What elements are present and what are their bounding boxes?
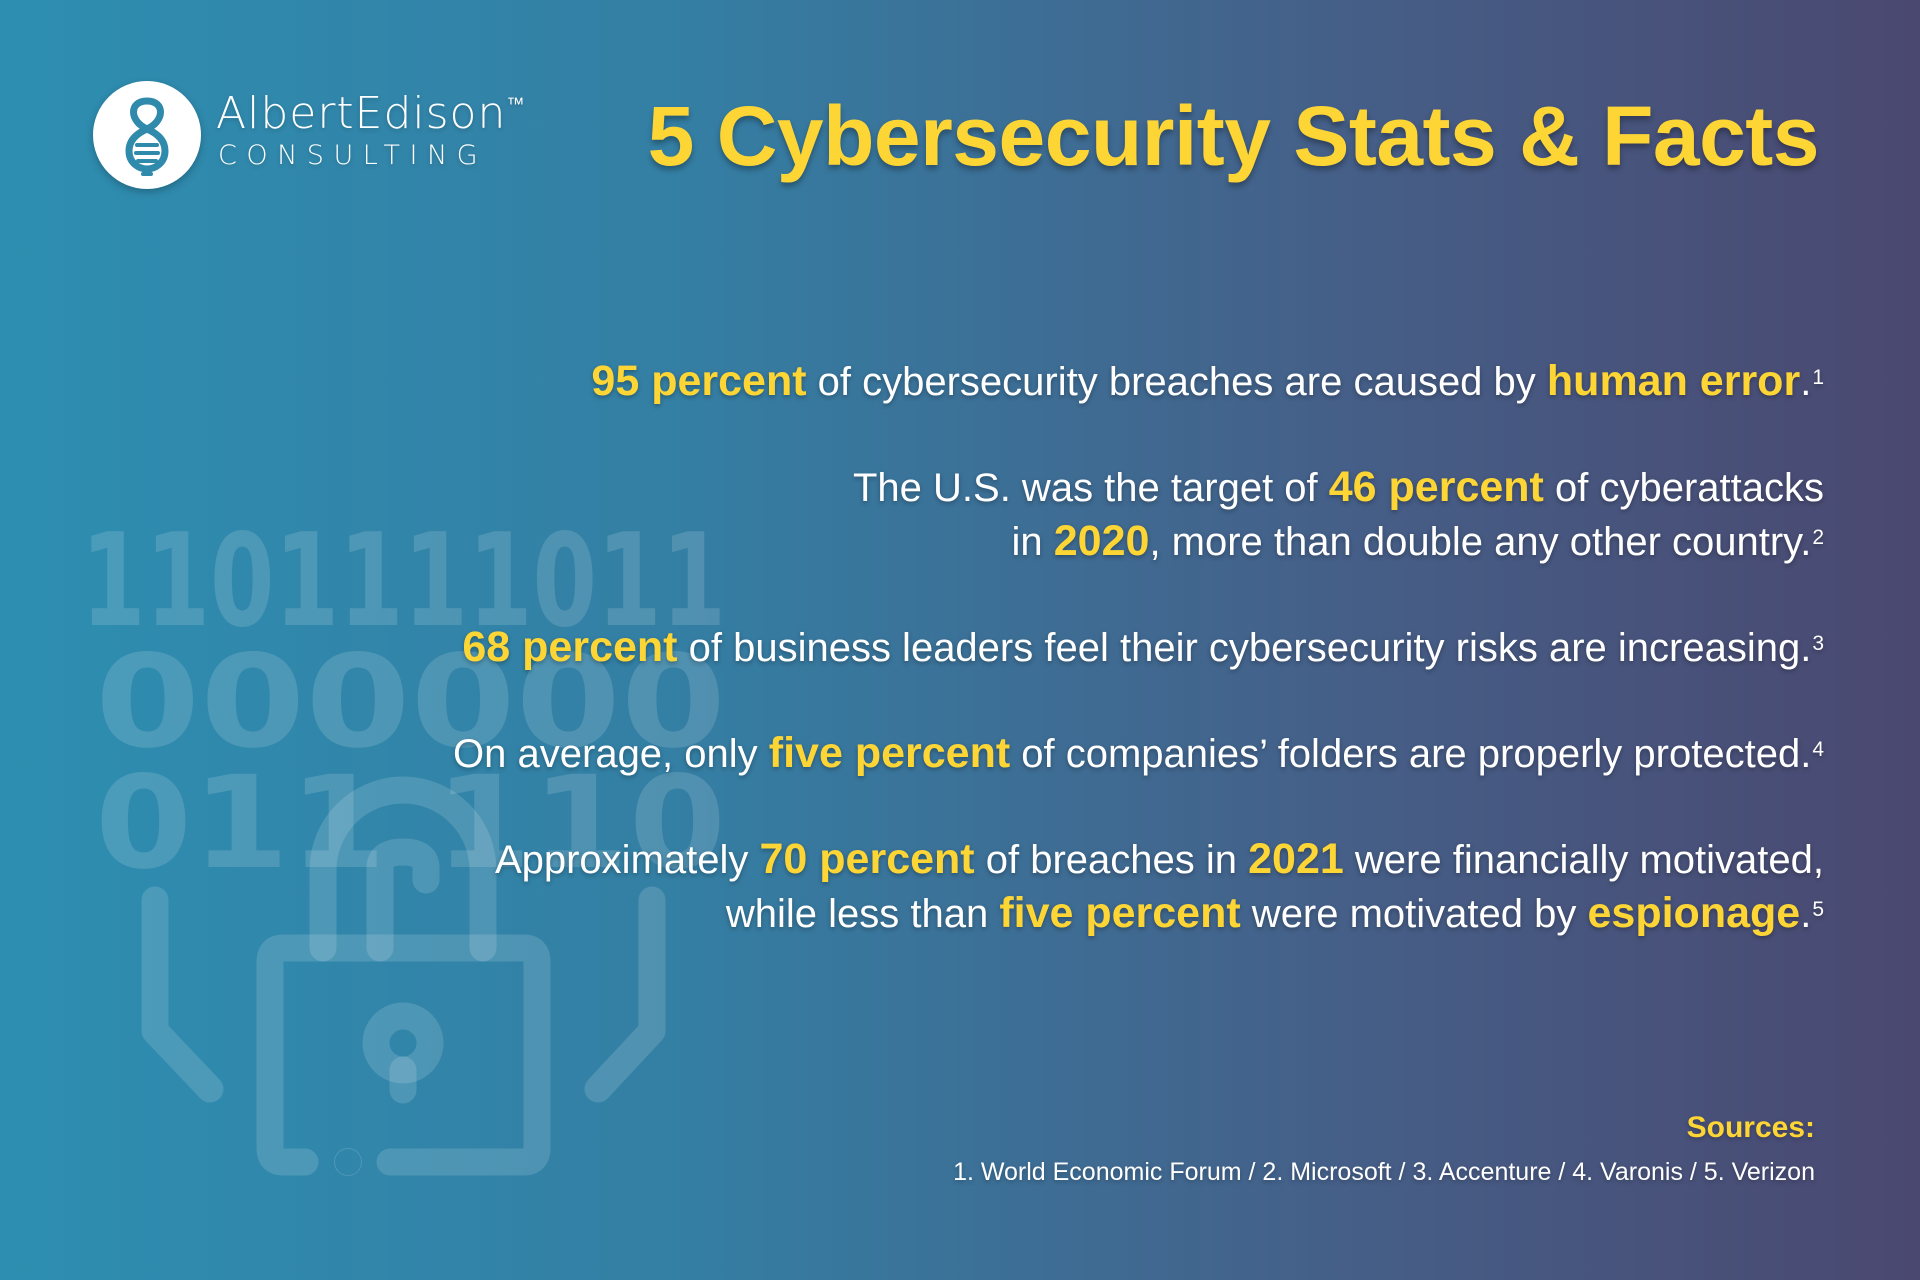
footnote-marker: 3	[1812, 632, 1824, 655]
stat-text: of companies’ folders are properly prote…	[1010, 732, 1812, 776]
stat-line: 68 percent of business leaders feel thei…	[224, 621, 1824, 675]
sources-label: Sources:	[1686, 1111, 1815, 1144]
brand-name: AlbertEdison™	[216, 88, 525, 139]
stats-list: 95 percent of cybersecurity breaches are…	[224, 355, 1824, 993]
binary-row-1: 1101111011	[81, 507, 726, 656]
stat-line: while less than five percent were motiva…	[224, 887, 1824, 941]
stat-text: On average, only	[453, 732, 769, 776]
stat-text: of breaches in	[974, 838, 1249, 882]
page-title: 5 Cybersecurity Stats & Facts	[647, 89, 1820, 183]
footnote-marker: 4	[1812, 738, 1824, 761]
stat-line: in 2020, more than double any other coun…	[224, 515, 1824, 569]
stat-highlight: human error	[1546, 357, 1801, 405]
binary-digits: 1101111011 000000 011 110	[81, 507, 726, 898]
stat-line: 95 percent of cybersecurity breaches are…	[224, 355, 1824, 409]
binary-row-2: 000000	[95, 628, 726, 777]
stat-text: of cybersecurity breaches are caused by	[806, 360, 1547, 404]
stat-text: were financially motivated,	[1343, 838, 1824, 882]
lightbulb-icon	[125, 97, 169, 176]
stat-text: were motivated by	[1240, 892, 1588, 936]
stat-line: On average, only five percent of compani…	[224, 727, 1824, 781]
binary-row-3: 011 110	[95, 749, 726, 898]
stat-text: in	[1011, 520, 1054, 564]
stat-text: while less than	[725, 892, 1000, 936]
trademark-symbol: ™	[506, 94, 526, 115]
stat-highlight: 95 percent	[591, 357, 807, 405]
stat-text: .	[1800, 360, 1812, 404]
stat-text: , more than double any other country.	[1149, 520, 1812, 564]
brand-subtitle: CONSULTING	[218, 140, 488, 171]
stat-item: On average, only five percent of compani…	[224, 727, 1824, 781]
stat-text: of cyberattacks	[1543, 466, 1824, 510]
stat-item: 68 percent of business leaders feel thei…	[224, 621, 1824, 675]
stat-highlight: 46 percent	[1328, 463, 1544, 511]
footnote-marker: 1	[1812, 366, 1824, 389]
stat-highlight: 2021	[1248, 835, 1344, 883]
logo-badge	[93, 81, 201, 189]
stat-highlight: 70 percent	[759, 835, 975, 883]
stat-highlight: 68 percent	[462, 623, 678, 671]
brand-name-text: AlbertEdison	[216, 88, 507, 139]
stat-highlight: espionage	[1587, 889, 1801, 937]
stat-text: .	[1800, 892, 1812, 936]
footnote-marker: 5	[1812, 898, 1824, 921]
stat-item: Approximately 70 percent of breaches in …	[224, 833, 1824, 941]
stat-item: 95 percent of cybersecurity breaches are…	[224, 355, 1824, 409]
sources-list: 1. World Economic Forum / 2. Microsoft /…	[953, 1158, 1815, 1186]
stat-line: Approximately 70 percent of breaches in …	[224, 833, 1824, 887]
stat-highlight: five percent	[999, 889, 1241, 937]
stat-item: The U.S. was the target of 46 percent of…	[224, 461, 1824, 569]
stat-highlight: five percent	[768, 729, 1011, 777]
stat-text: of business leaders feel their cybersecu…	[677, 626, 1812, 670]
footnote-marker: 2	[1812, 526, 1824, 549]
stat-line: The U.S. was the target of 46 percent of…	[224, 461, 1824, 515]
stat-highlight: 2020	[1053, 517, 1150, 565]
stat-text: The U.S. was the target of	[852, 466, 1329, 510]
sources-block: Sources: 1. World Economic Forum / 2. Mi…	[953, 1108, 1815, 1190]
padlock-icon	[141, 776, 666, 1176]
stat-text: Approximately	[494, 838, 760, 882]
